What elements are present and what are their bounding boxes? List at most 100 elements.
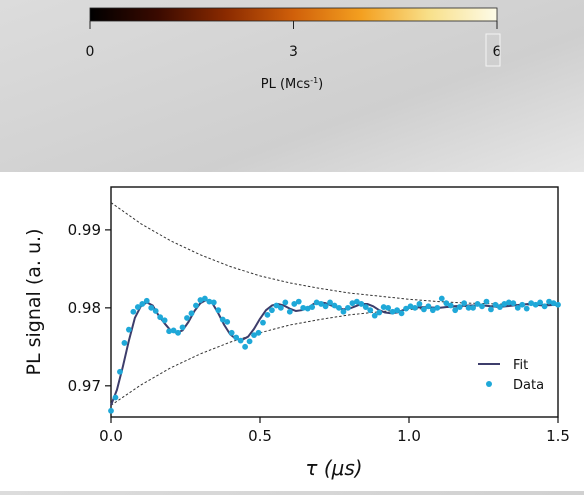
data-point	[291, 301, 298, 307]
y-tick-label: 0.98	[68, 299, 101, 317]
data-point	[273, 302, 280, 309]
data-point	[479, 303, 485, 310]
data-point	[309, 304, 316, 310]
data-point	[505, 299, 512, 306]
data-point	[371, 312, 378, 319]
data-point	[501, 301, 508, 307]
y-tick-label: 0.99	[68, 221, 101, 239]
data-point	[336, 304, 342, 311]
data-point	[197, 297, 204, 303]
data-point	[407, 303, 414, 310]
data-point	[510, 300, 517, 307]
data-point	[228, 329, 235, 336]
legend-data-swatch	[486, 381, 492, 387]
data-point	[210, 299, 217, 306]
data-point	[188, 310, 195, 317]
data-point	[184, 315, 190, 321]
y-ticks: 0.97 0.98 0.99	[68, 221, 111, 395]
data-point	[237, 337, 244, 344]
data-point	[416, 301, 423, 307]
data-point	[345, 304, 351, 311]
data-point	[514, 304, 521, 311]
x-tick-label: 0.5	[248, 427, 272, 445]
data-point	[376, 309, 383, 316]
data-point	[251, 332, 257, 339]
plot-area: 0.0 0.5 1.0 1.5 0.97 0.98 0.99 τ (μs) PL sign…	[23, 186, 570, 480]
colorbar-highlight-box	[485, 33, 501, 67]
data-point	[327, 299, 333, 306]
x-tick-label: 1.5	[546, 427, 570, 445]
colorbar-tick-label: 6	[493, 44, 502, 60]
x-tick-label: 1.0	[397, 427, 421, 445]
data-point	[161, 317, 168, 324]
x-ticks: 0.0 0.5 1.0 1.5	[99, 417, 570, 445]
data-point	[519, 301, 526, 308]
data-point	[340, 308, 347, 315]
data-point	[215, 307, 222, 314]
colorbar-label: PL (Mcs-1)	[261, 76, 324, 92]
data-point	[170, 327, 177, 334]
data-point	[166, 328, 173, 335]
data-point	[452, 307, 459, 314]
data-point	[121, 340, 128, 346]
data-point	[175, 329, 181, 336]
x-tick-label: 0.0	[99, 427, 123, 445]
x-axis-label: τ (μs)	[305, 456, 362, 480]
data-point	[523, 305, 530, 312]
colorbar-ticks: 0 3 6	[86, 21, 502, 60]
data-point	[496, 304, 503, 310]
data-point	[295, 298, 302, 305]
data-point	[474, 301, 481, 307]
envelope-upper-line	[110, 202, 559, 307]
data-point	[465, 304, 472, 311]
data-point	[532, 301, 539, 308]
data-point	[331, 302, 338, 309]
legend-fit-label: Fit	[513, 358, 528, 373]
data-point	[255, 329, 262, 336]
data-point	[318, 301, 324, 307]
data-point	[394, 307, 400, 314]
y-axis-label: PL signal (a. u.)	[23, 229, 45, 376]
colorbar-gradient	[89, 7, 498, 22]
colorbar-tick-label: 0	[86, 44, 95, 60]
data-point	[148, 304, 155, 311]
data-point	[157, 314, 164, 321]
data-point	[112, 394, 119, 401]
data-point	[483, 298, 490, 305]
legend-data-label: Data	[513, 378, 544, 393]
data-point	[139, 301, 146, 307]
data-point	[260, 319, 266, 326]
data-point	[193, 302, 199, 309]
data-point	[434, 304, 441, 311]
data-point	[358, 301, 365, 307]
data-point	[353, 298, 360, 305]
plot-panel-background	[0, 172, 584, 491]
data-point	[277, 304, 284, 311]
data-point	[117, 368, 123, 375]
data-point	[421, 306, 427, 313]
data-point	[233, 334, 240, 341]
data-point	[429, 307, 436, 314]
data-point	[461, 300, 468, 307]
data-point	[134, 304, 141, 310]
data-point	[206, 298, 213, 305]
data-point	[246, 338, 253, 345]
data-point	[541, 303, 548, 310]
y-tick-label: 0.97	[68, 377, 101, 395]
data-point	[555, 301, 561, 308]
colorbar-tick-label: 3	[289, 44, 298, 60]
data-point	[550, 300, 557, 307]
data-point	[108, 407, 114, 414]
data-point	[403, 305, 409, 312]
data-point	[528, 300, 535, 307]
data-point	[438, 295, 445, 302]
data-point	[322, 303, 329, 310]
data-point	[269, 307, 275, 314]
data-point	[546, 298, 552, 305]
data-point	[367, 307, 374, 314]
data-point	[242, 343, 249, 350]
legend: Fit Data	[478, 358, 544, 393]
data-point	[304, 305, 311, 312]
